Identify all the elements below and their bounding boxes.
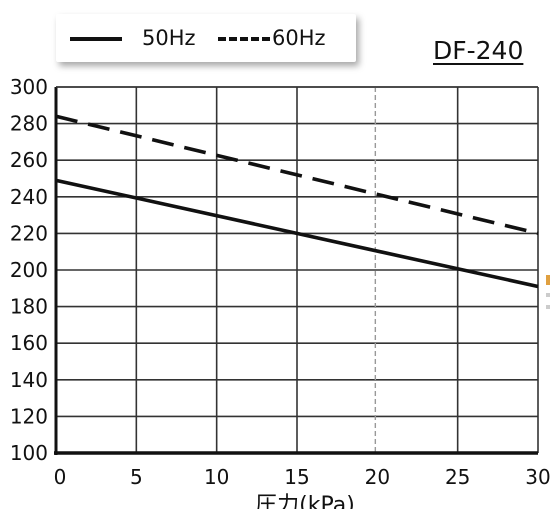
y-tick-label-300: 300 xyxy=(10,75,48,99)
y-tick-label-200: 200 xyxy=(10,258,48,282)
cropped-edge-mark xyxy=(546,275,550,315)
x-tick-label-5: 5 xyxy=(130,465,143,489)
y-tick-label-240: 240 xyxy=(10,185,48,209)
y-tick-label-220: 220 xyxy=(10,221,48,245)
y-tick-label-180: 180 xyxy=(10,295,48,319)
x-tick-labels: 0 5 10 15 20 25 30 xyxy=(54,465,550,489)
y-tick-labels: 100 120 140 160 180 200 220 240 260 280 300 xyxy=(10,75,48,465)
x-tick-label-20: 20 xyxy=(365,465,390,489)
legend-label-60hz: 60Hz xyxy=(272,26,326,50)
series-line-50hz xyxy=(55,178,539,289)
y-tick-label-100: 100 xyxy=(10,441,48,465)
legend-swatch-50hz xyxy=(70,37,122,41)
x-axis-label: 圧力(kPa) xyxy=(255,493,355,509)
chart-title: DF-240 xyxy=(433,36,524,65)
y-tick-label-160: 160 xyxy=(10,331,48,355)
y-tick-label-280: 280 xyxy=(10,112,48,136)
x-tick-label-25: 25 xyxy=(445,465,470,489)
y-tick-label-140: 140 xyxy=(10,368,48,392)
x-tick-label-30: 30 xyxy=(525,465,550,489)
plot-frame xyxy=(54,86,538,455)
y-tick-label-260: 260 xyxy=(10,148,48,172)
series-line-60hz xyxy=(55,114,539,236)
x-tick-label-10: 10 xyxy=(204,465,229,489)
x-tick-label-0: 0 xyxy=(54,465,67,489)
legend-swatch-60hz xyxy=(218,37,270,41)
legend-label-50hz: 50Hz xyxy=(142,26,196,50)
legend: 50Hz 60Hz xyxy=(56,14,356,62)
y-tick-label-120: 120 xyxy=(10,404,48,428)
x-tick-label-15: 15 xyxy=(284,465,309,489)
series-lines xyxy=(55,114,539,289)
